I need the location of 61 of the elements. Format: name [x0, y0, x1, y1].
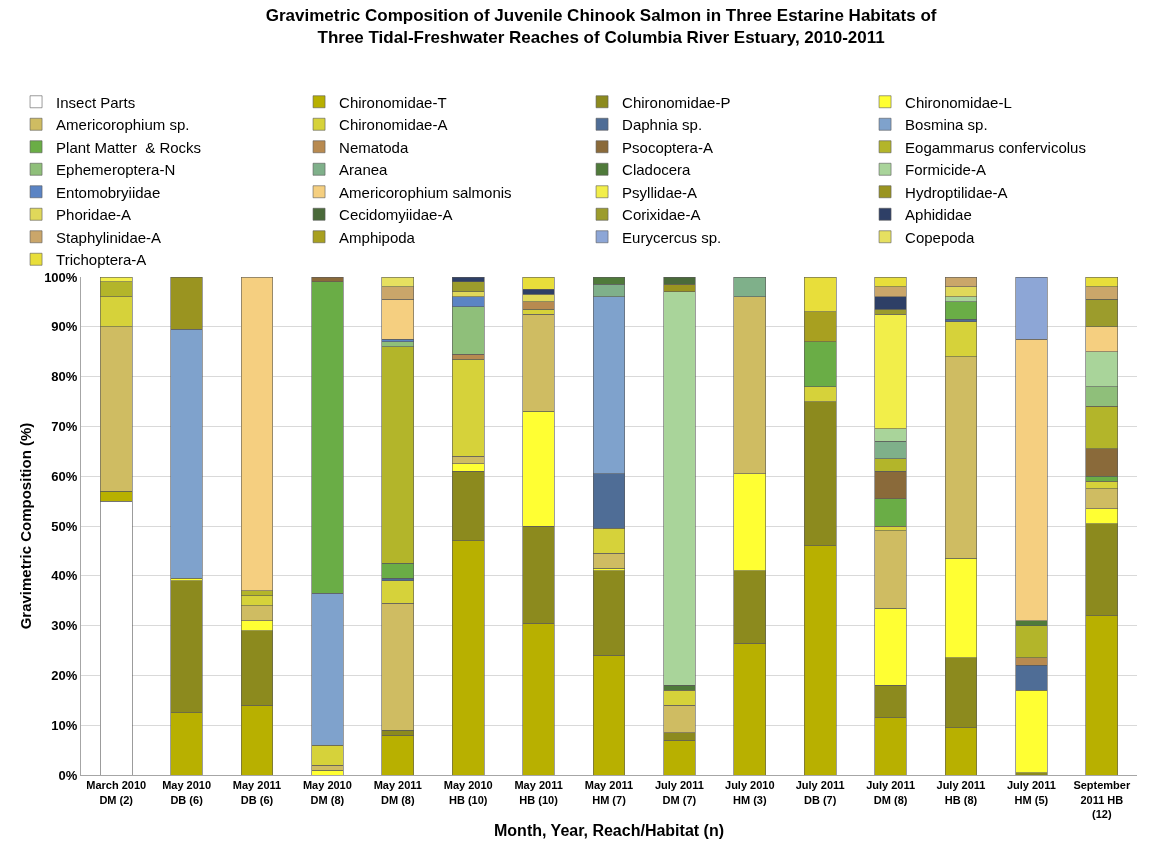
- legend-label: Psyllidae-A: [622, 183, 698, 201]
- legend-label: Chironomidae-T: [339, 93, 447, 111]
- x-tick-label: July 2011 DM (7): [654, 779, 704, 806]
- legend-label: Psocoptera-A: [622, 138, 713, 156]
- legend-label: Trichoptera-A: [56, 251, 147, 269]
- y-tick-label: 50%: [51, 518, 78, 534]
- legend-label: Chironomidae-L: [905, 93, 1012, 111]
- bar: [240, 277, 274, 592]
- y-tick-label: 20%: [51, 667, 78, 683]
- legend-label: Entomobryiidae: [56, 183, 161, 201]
- y-tick-label: 70%: [51, 418, 78, 434]
- legend-label: Ephemeroptera-N: [56, 161, 176, 179]
- legend-label: Eogammarus confervicolus: [905, 138, 1086, 156]
- y-tick-label: 30%: [51, 618, 78, 634]
- legend-label: Aranea: [339, 161, 389, 179]
- x-tick-label: July 2011 HB (8): [936, 779, 986, 806]
- y-tick-label: 80%: [51, 369, 78, 385]
- legend-label: Cladocera: [622, 161, 692, 179]
- chart-title: Gravimetric Composition of Juvenile Chinook Salmon in Three Estarine Habitats of Three Tidal-Freshwater Reaches of Columbia River Estuary, 2010-2011: [265, 6, 937, 48]
- x-tick-label: May 2010 DB (6): [162, 779, 212, 806]
- x-tick-label: May 2011 HM (7): [584, 779, 634, 806]
- y-tick-label: 90%: [51, 319, 78, 335]
- legend-label: Americorophium sp.: [56, 116, 190, 134]
- legend-label: Chironomidae-A: [339, 116, 448, 134]
- legend-label: Plant Matter & Rocks: [56, 138, 202, 156]
- x-tick-label: May 2011 DM (8): [373, 779, 422, 806]
- x-tick-label: July 2010 HM (3): [725, 779, 775, 806]
- legend-label: Amphipoda: [339, 228, 416, 246]
- legend-label: Eurycercus sp.: [622, 228, 722, 246]
- y-tick-label: 40%: [51, 568, 78, 584]
- x-tick-label: July 2011 HM (5): [1006, 779, 1056, 806]
- legend-label: Americorophium salmonis: [339, 183, 512, 201]
- y-tick-label: 10%: [51, 717, 78, 733]
- legend-label: Chironomidae-P: [622, 93, 731, 111]
- y-tick-label: 100%: [44, 269, 78, 285]
- legend-label: Corixidae-A: [622, 206, 701, 224]
- legend-label: Staphylinidae-A: [56, 228, 162, 246]
- legend-label: Insect Parts: [56, 93, 136, 111]
- x-axis-title: Month, Year, Reach/Habitat (n): [494, 822, 724, 840]
- y-tick-label: 60%: [51, 468, 78, 484]
- x-tick-label: May 2011 DB (6): [232, 779, 282, 806]
- x-tick-label: July 2011 DM (8): [866, 779, 916, 806]
- bar: [381, 734, 414, 775]
- x-tick-label: September 2011 HB (12): [1073, 779, 1131, 820]
- x-tick-label: May 2011 HB (10): [514, 779, 563, 806]
- legend-label: Cecidomyiidae-A: [339, 206, 453, 224]
- legend-label: Aphididae: [905, 206, 972, 224]
- legend-label: Formicide-A: [905, 161, 986, 179]
- y-tick-label: 0%: [58, 767, 78, 783]
- legend-label: Daphnia sp.: [622, 116, 703, 134]
- legend-label: Nematoda: [339, 138, 409, 156]
- x-tick-label: May 2010 DM (8): [302, 779, 352, 806]
- legend-label: Bosmina sp.: [905, 116, 988, 134]
- x-tick-label: July 2011 DB (7): [795, 779, 845, 806]
- x-tick-label: May 2010 HB (10): [443, 779, 493, 806]
- legend-label: Copepoda: [905, 228, 975, 246]
- x-tick-label: March 2010 DM (2): [86, 779, 147, 806]
- legend-label: Hydroptilidae-A: [905, 183, 1008, 201]
- bar: [944, 301, 978, 320]
- legend-label: Phoridae-A: [56, 206, 132, 224]
- y-axis-title: Gravimetric Composition (%): [17, 422, 35, 630]
